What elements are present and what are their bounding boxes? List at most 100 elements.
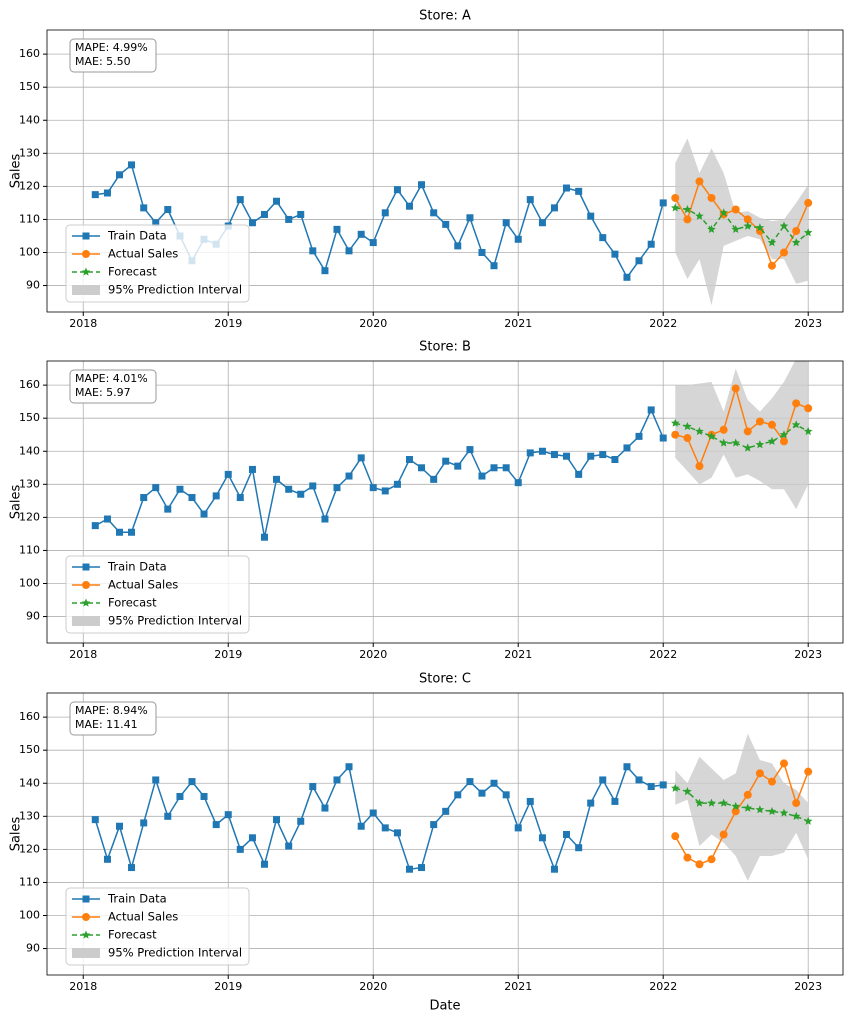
legend-box (65, 887, 250, 966)
annotation: MAPE: 4.01% (75, 372, 148, 385)
marker (128, 528, 136, 536)
marker (683, 422, 692, 431)
marker (260, 210, 268, 218)
marker (526, 449, 534, 457)
marker (466, 214, 474, 222)
marker (442, 220, 450, 228)
y-axis-label: Sales (9, 484, 24, 519)
marker (767, 420, 776, 429)
marker (369, 484, 377, 492)
series-line (94, 765, 664, 872)
y-tick-label: 160 (19, 710, 40, 723)
marker (128, 864, 136, 872)
marker (273, 475, 281, 483)
legend-label: Train Data (107, 229, 167, 243)
marker (514, 824, 522, 832)
marker (236, 494, 244, 502)
marker (767, 436, 777, 445)
marker (804, 404, 813, 413)
annotation: MAPE: 4.99% (75, 41, 148, 54)
marker (695, 860, 704, 869)
chart-title: Store: C (419, 672, 471, 687)
marker (200, 510, 208, 518)
legend-label: 95% Prediction Interval (108, 946, 242, 960)
marker (731, 205, 740, 214)
marker (490, 779, 498, 787)
marker (103, 515, 111, 523)
legend-label: Train Data (107, 892, 167, 906)
marker (695, 177, 704, 186)
x-tick-label: 2018 (69, 648, 97, 661)
marker (599, 776, 607, 784)
marker (707, 855, 716, 864)
marker (260, 860, 268, 868)
y-tick-label: 90 (26, 279, 40, 292)
marker (803, 816, 813, 825)
y-tick-label: 100 (19, 576, 40, 589)
annotation: MAE: 5.97 (75, 386, 131, 399)
marker (683, 434, 692, 443)
marker (418, 464, 426, 472)
marker (623, 763, 631, 771)
marker (563, 830, 571, 838)
marker (236, 845, 244, 853)
marker (200, 792, 208, 800)
marker (91, 522, 99, 530)
annotation: MAPE: 8.94% (75, 704, 148, 717)
marker (719, 438, 728, 447)
marker (140, 819, 148, 827)
marker (635, 776, 643, 784)
plot-area (91, 138, 813, 306)
marker (152, 484, 160, 492)
legend-box (65, 555, 250, 634)
marker (91, 191, 99, 199)
marker (405, 865, 413, 873)
marker (792, 799, 801, 808)
marker (731, 384, 740, 393)
y-tick-label: 130 (19, 477, 40, 490)
legend-marker (82, 563, 90, 571)
marker (611, 797, 619, 805)
marker (695, 426, 704, 436)
y-tick-label: 100 (19, 908, 40, 921)
marker (779, 759, 788, 768)
marker (466, 778, 474, 786)
y-tick-label: 90 (26, 610, 40, 623)
marker (526, 196, 534, 204)
marker (779, 221, 789, 230)
marker (466, 446, 474, 454)
marker (707, 431, 716, 440)
marker (381, 487, 389, 495)
marker (804, 767, 813, 776)
marker (743, 221, 752, 230)
marker (273, 197, 281, 205)
marker (659, 781, 667, 789)
y-tick-label: 130 (19, 146, 40, 159)
marker (393, 829, 401, 837)
marker (430, 821, 438, 829)
x-tick-label: 2018 (69, 317, 97, 330)
axes-frame (46, 360, 844, 644)
legend-marker (82, 581, 90, 589)
y-tick-label: 140 (19, 113, 40, 126)
marker (695, 798, 704, 807)
marker (791, 238, 801, 247)
marker (273, 816, 281, 824)
marker (719, 830, 728, 839)
marker (490, 464, 498, 472)
marker (103, 855, 111, 863)
marker (91, 816, 99, 824)
marker (779, 248, 788, 257)
marker (635, 432, 643, 440)
marker (248, 465, 256, 473)
marker (248, 834, 256, 842)
legend-label: Actual Sales (108, 910, 178, 924)
marker (659, 199, 667, 207)
marker (707, 224, 716, 233)
marker (502, 219, 510, 227)
marker (224, 811, 232, 819)
marker (635, 257, 643, 265)
marker (297, 210, 305, 218)
marker (755, 769, 764, 778)
marker (176, 485, 184, 493)
